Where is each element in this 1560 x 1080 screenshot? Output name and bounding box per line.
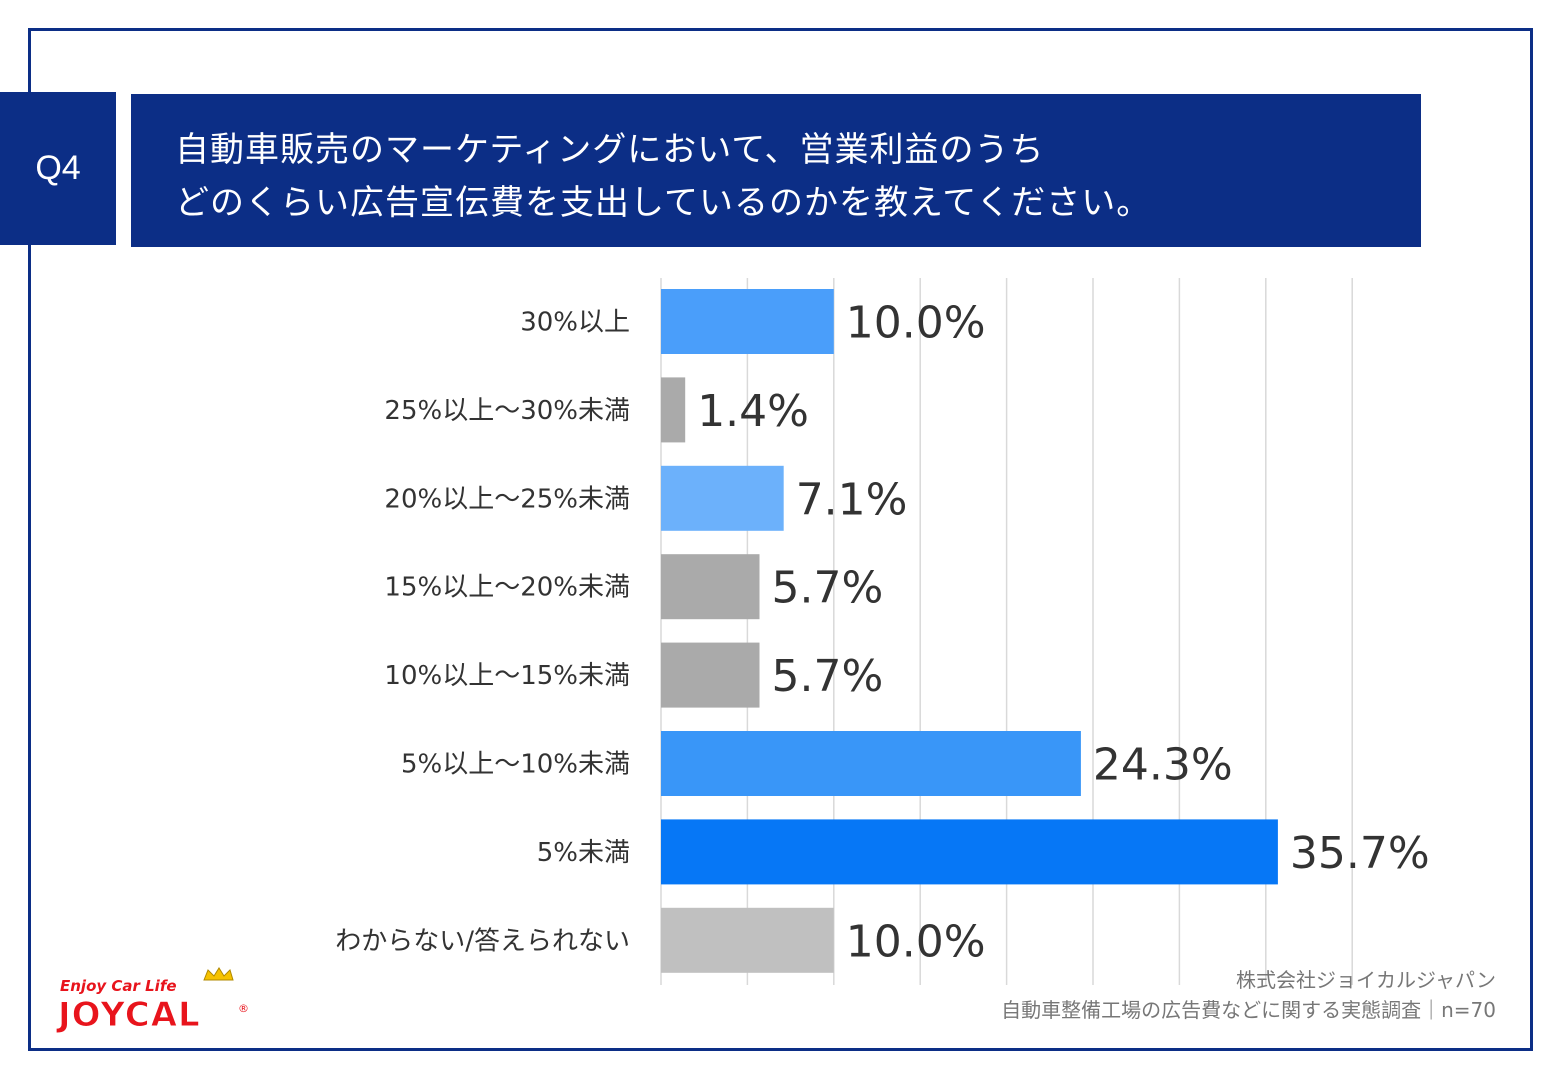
source-survey: 自動車整備工場の広告費などに関する実態調査｜n=70 (1001, 998, 1496, 1022)
data-label: 1.4% (697, 386, 809, 437)
data-label: 35.7% (1290, 828, 1430, 879)
crown-icon (203, 967, 234, 981)
bar (661, 907, 834, 973)
category-label: 5%以上～10%未満 (401, 750, 630, 780)
slide-frame (28, 28, 1533, 1051)
data-label: 5.7% (771, 651, 883, 702)
question-badge: Q4 (0, 92, 116, 245)
category-label: 20%以上～25%未満 (384, 484, 630, 514)
data-label: 7.1% (796, 474, 908, 525)
logo-tagline: Enjoy Car Life (60, 977, 177, 995)
data-label: 10.0% (846, 298, 986, 349)
category-label: 30%以上 (520, 308, 630, 338)
bar (661, 819, 1278, 885)
bar (661, 642, 760, 708)
category-label: 5%未満 (537, 838, 630, 868)
data-label: 5.7% (771, 563, 883, 614)
bar (661, 289, 834, 354)
question-line-2: どのくらい広告宣伝費を支出しているのかを教えてください。 (175, 183, 1152, 223)
category-label: 15%以上～20%未満 (384, 573, 630, 603)
bar (661, 554, 760, 620)
bar (661, 465, 784, 531)
data-label: 24.3% (1093, 740, 1233, 791)
category-label: 10%以上～15%未満 (384, 661, 630, 691)
question-banner: 自動車販売のマーケティングにおいて、営業利益のうち どのくらい広告宣伝費を支出し… (131, 94, 1421, 247)
category-label: わからない/答えられない (335, 926, 630, 956)
category-label: 25%以上～30%未満 (384, 396, 630, 426)
logo-brand: JOYCAL (56, 995, 201, 1034)
bar (661, 731, 1081, 796)
joycal-logo: Enjoy Car Life JOYCAL ® (56, 967, 249, 1034)
logo-registered-mark: ® (238, 1002, 249, 1015)
source-note: 株式会社ジョイカルジャパン 自動車整備工場の広告費などに関する実態調査｜n=70 (1001, 965, 1496, 1025)
bar (661, 377, 686, 443)
question-line-1: 自動車販売のマーケティングにおいて、営業利益のうち (175, 130, 1045, 170)
source-company: 株式会社ジョイカルジャパン (1236, 968, 1496, 992)
data-label: 10.0% (846, 916, 986, 967)
